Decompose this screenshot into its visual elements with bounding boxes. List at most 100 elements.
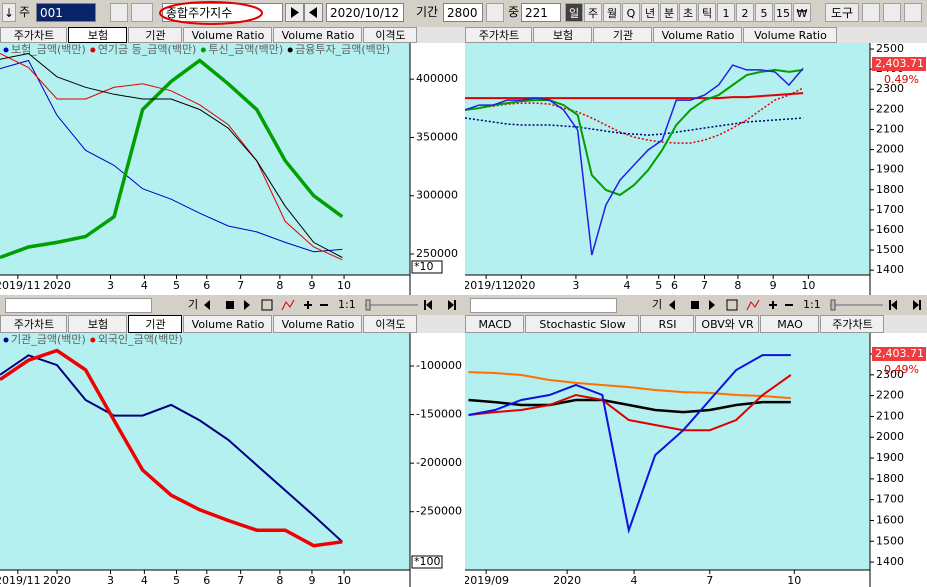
- tab[interactable]: [128, 27, 182, 43]
- tab-label[interactable]: 기관: [613, 29, 633, 42]
- tab-label[interactable]: Volume Ratio: [192, 318, 265, 331]
- interval-button[interactable]: ₩: [793, 3, 811, 22]
- scrollbar[interactable]: [470, 298, 617, 313]
- tab[interactable]: [0, 315, 67, 333]
- interval-button[interactable]: Q: [622, 3, 640, 22]
- tab-label[interactable]: MACD: [479, 318, 512, 331]
- tab[interactable]: [183, 315, 272, 333]
- interval-button[interactable]: 일: [565, 3, 583, 22]
- interval-button[interactable]: 틱: [698, 3, 716, 22]
- tools-button[interactable]: 도구: [825, 3, 859, 22]
- tab-label[interactable]: 주가차트: [832, 318, 872, 331]
- save-button[interactable]: [883, 3, 901, 22]
- control-icons[interactable]: [665, 297, 800, 313]
- tab-label[interactable]: MAO: [777, 318, 803, 331]
- tab[interactable]: [533, 27, 592, 43]
- zoom-slider[interactable]: [360, 297, 460, 313]
- ratio-label[interactable]: 1:1: [803, 298, 821, 311]
- tab[interactable]: [273, 27, 362, 43]
- tab-label[interactable]: Volume Ratio: [754, 29, 827, 42]
- interval-button[interactable]: 초: [679, 3, 697, 22]
- tab-label[interactable]: Stochastic Slow: [539, 318, 625, 331]
- tab[interactable]: [525, 315, 639, 333]
- interval-button[interactable]: 분: [660, 3, 678, 22]
- tab[interactable]: [465, 315, 524, 333]
- series-line: [468, 371, 791, 400]
- x-tick-label: 2019/11: [0, 574, 41, 587]
- tab-label[interactable]: 주가차트: [14, 318, 54, 331]
- interval-button[interactable]: 년: [641, 3, 659, 22]
- tab[interactable]: [183, 27, 272, 43]
- ratio-label[interactable]: 1:1: [338, 298, 356, 311]
- zoom-slider[interactable]: [825, 297, 925, 313]
- period-label: 기간: [416, 5, 439, 19]
- control-label[interactable]: 기: [652, 298, 663, 311]
- interval-button[interactable]: 15: [774, 3, 792, 22]
- interval-button[interactable]: 2: [736, 3, 754, 22]
- interval-button[interactable]: 월: [603, 3, 621, 22]
- folder-button[interactable]: [862, 3, 880, 22]
- tab[interactable]: [465, 27, 532, 43]
- tab-label[interactable]: 주가차트: [14, 29, 54, 42]
- tab-label[interactable]: 이격도: [375, 29, 405, 42]
- tab-label[interactable]: Volume Ratio: [662, 29, 735, 42]
- footer-box: [411, 260, 443, 274]
- tab-label[interactable]: 주가차트: [479, 29, 519, 42]
- x-axis-area: [0, 570, 410, 587]
- series-line: [0, 53, 343, 261]
- tab[interactable]: [273, 315, 362, 333]
- control-label[interactable]: 기: [188, 298, 199, 311]
- scrollbar[interactable]: [5, 298, 152, 313]
- name-input[interactable]: 종합주가지수: [162, 3, 283, 22]
- tab[interactable]: [760, 315, 819, 333]
- tab-label[interactable]: Volume Ratio: [282, 29, 355, 42]
- mid-input[interactable]: 221: [521, 3, 561, 22]
- tab[interactable]: [363, 27, 417, 43]
- period-input[interactable]: 2800: [443, 3, 483, 22]
- footer-box: [411, 555, 443, 569]
- tab-label[interactable]: 기관: [145, 29, 165, 42]
- series-line: [465, 92, 804, 100]
- search-button[interactable]: [110, 3, 128, 22]
- tab[interactable]: [0, 27, 67, 43]
- tab-label[interactable]: 이격도: [375, 318, 405, 331]
- settings-button[interactable]: [904, 3, 922, 22]
- dropdown-arrow[interactable]: ↓: [2, 3, 16, 22]
- x-tick-label: 4: [141, 574, 148, 587]
- tab[interactable]: [640, 315, 694, 333]
- tab[interactable]: [68, 315, 127, 333]
- code-input[interactable]: 001: [36, 3, 96, 22]
- tab[interactable]: [128, 315, 182, 333]
- axis-area: [870, 43, 927, 295]
- tab-label[interactable]: 보험: [88, 318, 108, 331]
- interval-button[interactable]: 주: [584, 3, 602, 22]
- date-input[interactable]: 2020/10/12: [326, 3, 404, 22]
- sort-button[interactable]: [131, 3, 153, 22]
- tab-label[interactable]: 보험: [553, 29, 573, 42]
- tab-label[interactable]: RSI: [659, 318, 677, 331]
- tab-label[interactable]: OBV와 VR: [701, 318, 754, 331]
- series-line: [465, 64, 804, 256]
- x-tick-label: 2019/11: [0, 279, 41, 292]
- tab[interactable]: [820, 315, 884, 333]
- tab[interactable]: [363, 315, 417, 333]
- tab[interactable]: [653, 27, 742, 43]
- tab-label[interactable]: Volume Ratio: [192, 29, 265, 42]
- tab[interactable]: [743, 27, 837, 43]
- interval-button[interactable]: 5: [755, 3, 773, 22]
- x-tick-label: 7: [237, 574, 244, 587]
- lock-button[interactable]: [486, 3, 504, 22]
- tab[interactable]: [68, 27, 127, 43]
- series-line: [465, 117, 804, 136]
- nav-buttons[interactable]: [285, 3, 323, 22]
- tab[interactable]: [593, 27, 652, 43]
- tab-label[interactable]: Volume Ratio: [282, 318, 355, 331]
- tab-label[interactable]: 기관: [145, 318, 165, 331]
- interval-button[interactable]: 1: [717, 3, 735, 22]
- series-line: [465, 68, 804, 197]
- x-tick-label: 8: [276, 279, 283, 292]
- control-icons[interactable]: [200, 297, 335, 313]
- tab-label[interactable]: 보험: [88, 29, 108, 42]
- tab[interactable]: [695, 315, 759, 333]
